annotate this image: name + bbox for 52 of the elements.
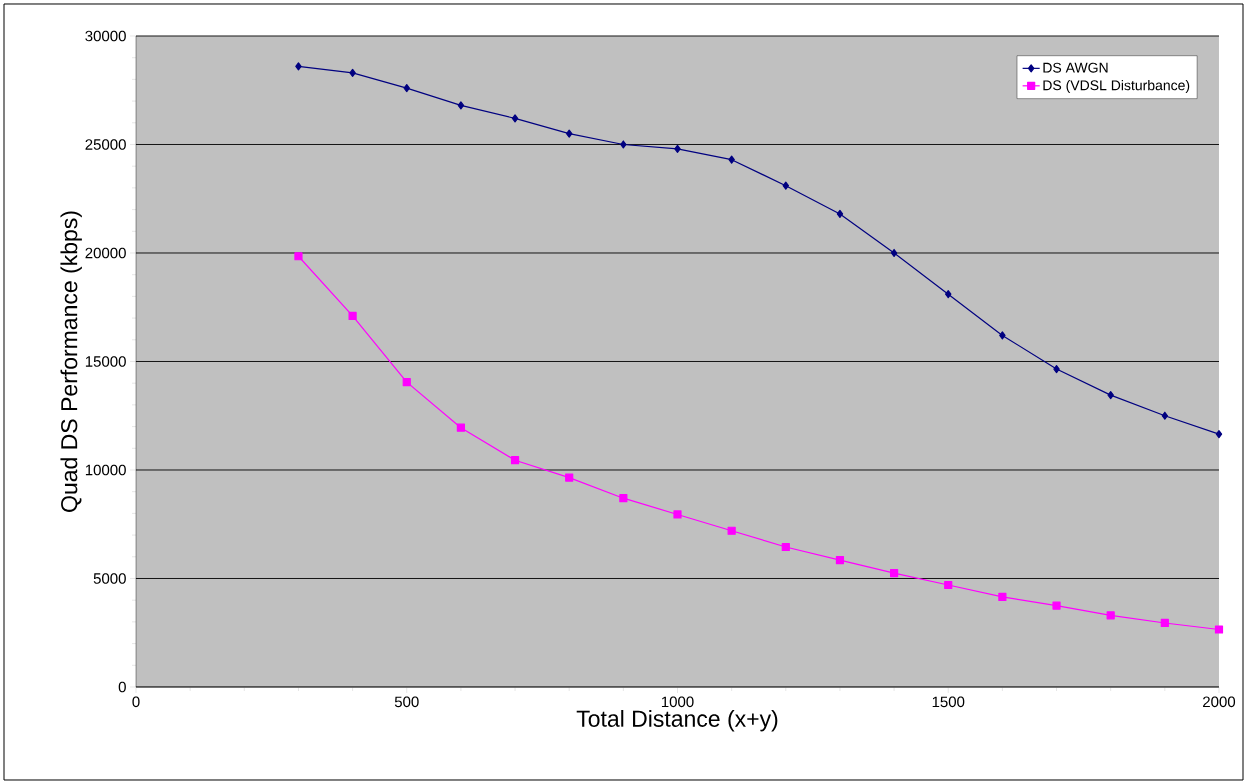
point — [944, 580, 953, 590]
y-tick-label: 25000 — [85, 139, 126, 150]
x-tick-label: 1000 — [661, 696, 694, 708]
y-tick-label: 10000 — [85, 464, 126, 476]
point — [456, 423, 465, 432]
point — [1053, 364, 1060, 374]
point — [782, 181, 790, 190]
point — [457, 101, 465, 110]
legend-label: DS (VDSL Disturbance) — [1043, 79, 1190, 94]
point — [294, 252, 303, 261]
x-tick-label: 0 — [132, 696, 140, 708]
point — [673, 510, 682, 519]
point — [1160, 618, 1169, 628]
point — [349, 68, 356, 77]
point — [295, 62, 302, 71]
point — [348, 311, 357, 321]
y-tick-label: 0 — [118, 681, 126, 693]
point — [620, 140, 627, 149]
y-axis-title: Quad DS Performance (kbps) — [60, 211, 82, 512]
point — [1106, 611, 1115, 620]
y-tick-label: 15000 — [85, 356, 126, 367]
y-tick-label: 30000 — [85, 30, 126, 42]
point — [835, 555, 845, 565]
point — [1052, 601, 1061, 610]
point — [402, 378, 411, 387]
point — [565, 129, 573, 138]
point — [1161, 411, 1169, 420]
point — [889, 568, 899, 578]
point — [1215, 430, 1223, 439]
point — [1107, 391, 1114, 400]
point — [727, 526, 736, 535]
point — [836, 209, 844, 219]
point — [511, 114, 519, 123]
point — [565, 473, 574, 482]
point — [403, 83, 410, 93]
point — [1214, 625, 1224, 634]
y-tick-label: 20000 — [85, 247, 126, 259]
x-tick-label: 500 — [394, 696, 419, 708]
point — [890, 248, 898, 258]
legend-label: DS AWGN — [1043, 62, 1108, 73]
point — [945, 290, 952, 299]
point — [728, 155, 735, 164]
point — [781, 542, 790, 552]
point — [619, 494, 628, 503]
y-tick-label: 5000 — [93, 573, 126, 584]
x-tick-label: 2000 — [1203, 696, 1236, 708]
point — [998, 592, 1007, 602]
point — [674, 144, 681, 153]
x-tick-label: 1500 — [932, 696, 965, 708]
point — [999, 331, 1006, 340]
x-axis-title: Total Distance (x+y) — [576, 710, 778, 732]
point — [510, 456, 520, 465]
